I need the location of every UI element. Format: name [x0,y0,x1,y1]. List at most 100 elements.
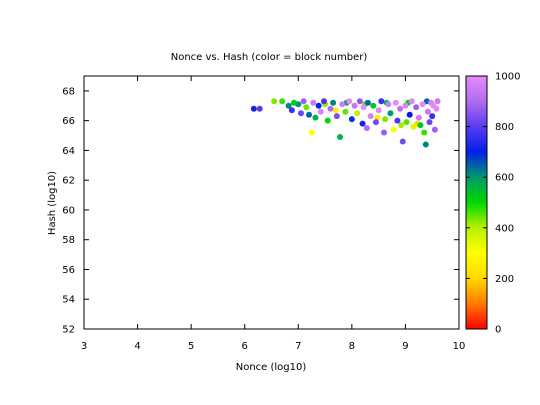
y-tick-label: 56 [62,265,75,276]
data-point [426,119,433,126]
data-point [256,105,263,112]
x-tick-label: 7 [295,341,301,352]
colorbar-ticks: 0 200 400 600 800 1000 [466,72,520,336]
data-point [337,134,344,141]
data-point [339,101,346,108]
y-tick-label: 68 [62,86,75,97]
y-tick-label: 66 [62,116,75,127]
data-point [378,98,385,105]
data-point [408,98,415,105]
data-point [422,141,429,148]
colorbar-tick-label: 1000 [495,72,520,83]
data-point [397,105,404,112]
y-axis-label: Hash (log10) [47,171,58,235]
data-point [424,108,431,115]
data-point [419,101,426,108]
x-tick-label: 10 [453,341,466,352]
data-point [399,138,406,145]
x-axis-ticks: 3 4 5 6 7 8 9 10 [81,76,466,352]
data-point [421,129,428,136]
data-point [295,101,302,108]
data-point [390,126,397,133]
data-point [360,104,367,111]
colorbar-tick-label: 0 [495,325,501,336]
data-point [271,98,278,105]
data-point [415,114,422,121]
colorbar-tick-label: 400 [495,223,514,234]
data-point [413,104,420,111]
data-point [279,98,286,105]
y-tick-label: 52 [62,325,75,336]
colorbar-tick-label: 800 [495,122,514,133]
plot-frame [83,75,460,330]
data-points [250,98,441,148]
colorbar-tick-label: 600 [495,173,514,184]
y-tick-label: 60 [62,205,75,216]
data-point [359,120,366,127]
data-point [431,126,438,133]
data-point [406,111,413,118]
data-point [324,117,331,124]
data-point [312,114,319,121]
data-point [315,102,322,109]
data-point [403,119,410,126]
data-point [364,99,371,106]
data-point [333,113,340,120]
y-tick-label: 58 [62,235,75,246]
x-tick-label: 8 [349,341,355,352]
data-point [385,101,392,108]
x-tick-label: 9 [402,341,408,352]
data-point [317,108,324,115]
data-point [308,129,315,136]
x-axis-label: Nonce (log10) [236,362,307,373]
data-point [297,110,304,117]
data-point [375,107,382,114]
data-point [394,117,401,124]
y-tick-label: 62 [62,176,75,187]
data-point [382,116,389,123]
data-point [429,113,436,120]
data-point [430,102,437,109]
data-point [346,98,353,105]
data-point [332,107,339,114]
data-point [300,98,307,105]
data-point [327,105,334,112]
data-point [367,113,374,120]
data-point [370,102,377,109]
data-point [306,111,312,118]
data-point [348,116,355,123]
data-point [381,129,387,136]
data-point [387,110,394,117]
x-tick-label: 6 [242,341,248,352]
data-point [250,105,257,112]
x-tick-label: 4 [134,341,140,352]
y-tick-label: 64 [62,146,75,157]
y-tick-label: 54 [62,295,75,306]
data-point [321,98,327,105]
data-point [303,104,310,111]
data-point [356,98,363,105]
data-point [434,98,441,105]
colorbar [465,75,488,330]
data-point [398,122,405,129]
data-point [363,125,370,132]
data-point [330,99,337,106]
data-point [372,119,379,126]
y-axis-ticks: 52 54 56 58 60 62 64 66 68 [62,86,459,336]
data-point [342,108,349,115]
colorbar-tick-label: 200 [495,274,514,285]
x-tick-label: 5 [188,341,194,352]
data-point [392,99,399,106]
data-point [410,123,417,130]
data-point [310,99,317,106]
data-point [351,102,358,109]
data-point [417,122,424,129]
data-point [288,107,295,114]
x-tick-label: 3 [81,341,87,352]
data-point [402,102,409,109]
data-point [354,110,361,117]
chart-title: Nonce vs. Hash (color = block number) [171,52,368,63]
data-point [285,102,292,109]
